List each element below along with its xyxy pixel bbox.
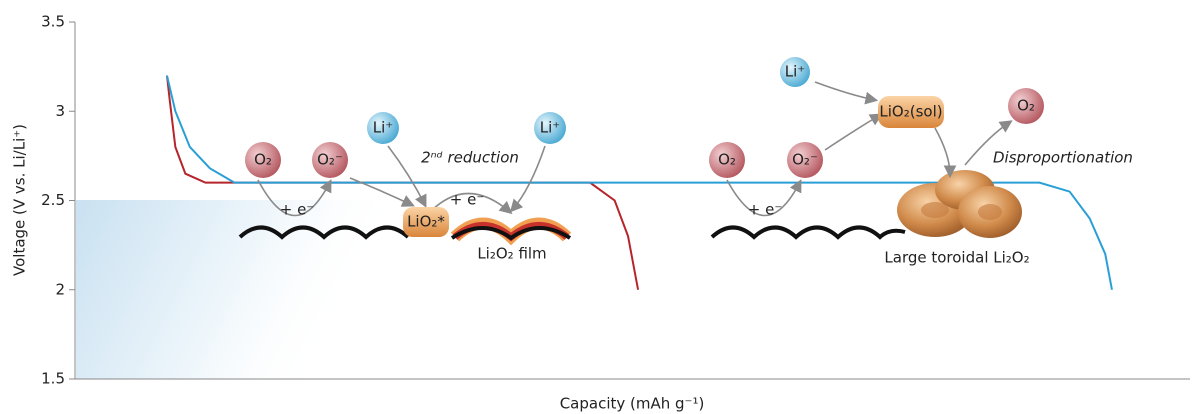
y-tick-label: 1.5	[41, 370, 65, 388]
annotation: Disproportionation	[993, 149, 1133, 167]
annotation: Li⁺	[540, 119, 560, 137]
y-tick-label: 2.5	[41, 191, 65, 209]
annotation: Li⁺	[785, 63, 805, 81]
y-tick-label: 3	[55, 102, 65, 120]
line-series	[165, 75, 640, 290]
background-shade	[76, 200, 376, 379]
annotation: Li⁺	[373, 119, 393, 137]
schematic	[238, 57, 1044, 246]
annotation: LiO₂*	[407, 213, 445, 231]
annotation: O₂⁻	[317, 151, 343, 169]
annotation: LiO₂(sol)	[879, 103, 942, 121]
annotation: Large toroidal Li₂O₂	[884, 249, 1029, 267]
annotation: Li₂O₂ film	[477, 245, 546, 263]
y-axis-label: Voltage (V vs. Li/Li⁺)	[11, 124, 29, 276]
annotation: + e⁻	[748, 201, 782, 219]
annotation: + e⁻	[280, 201, 314, 219]
line-series	[166, 75, 1113, 290]
y-tick-label: 3.5	[41, 13, 65, 31]
y-tick-label: 2	[55, 280, 65, 298]
annotation: O₂	[254, 151, 272, 169]
axes	[74, 22, 1190, 380]
annotation: O₂	[1017, 97, 1035, 115]
annotation: O₂	[718, 151, 736, 169]
annotation: O₂⁻	[792, 151, 818, 169]
annotation: 2ⁿᵈ reduction	[421, 149, 519, 167]
x-axis-label: Capacity (mAh g⁻¹)	[560, 395, 705, 413]
annotation: + e⁻	[450, 191, 484, 209]
